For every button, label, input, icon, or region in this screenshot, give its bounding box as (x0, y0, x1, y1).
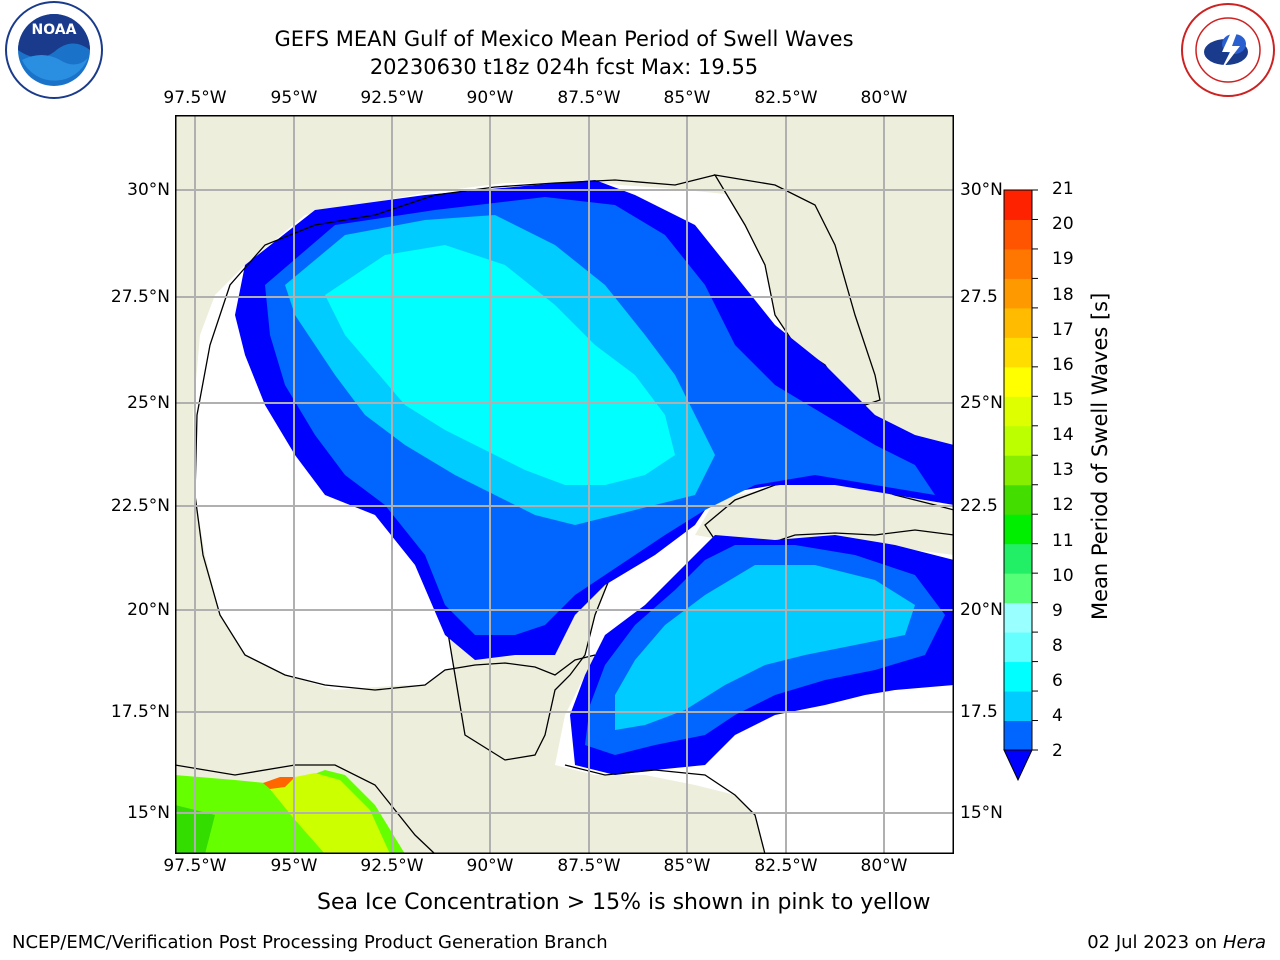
colorbar-swatch (1004, 543, 1032, 574)
colorbar-level-label: 9 (1052, 601, 1063, 621)
lon-tick-top: 95°W (270, 88, 318, 108)
chart-subtitle: 20230630 t18z 024h fcst Max: 19.55 (369, 55, 759, 79)
lon-tick-bottom: 82.5°W (754, 856, 818, 876)
colorbar-swatch (1004, 573, 1032, 604)
colorbar-swatch (1004, 484, 1032, 515)
lat-tick-left: 20°N (127, 600, 170, 620)
footer-date: 02 Jul 2023 on Hera (1087, 932, 1266, 953)
lon-tick-bottom: 90°W (466, 856, 514, 876)
footer-org: NCEP/EMC/Verification Post Processing Pr… (12, 932, 608, 953)
colorbar-swatch (1004, 602, 1032, 633)
lat-tick-left: 25°N (127, 393, 170, 413)
colorbar-level-label: 17 (1052, 320, 1074, 340)
noaa-logo-text: NOAA (32, 22, 77, 38)
lat-tick-left: 17.5°N (110, 702, 170, 722)
colorbar-level-label: 13 (1052, 460, 1074, 480)
colorbar-swatch (1004, 366, 1032, 397)
colorbar-level-label: 18 (1052, 285, 1074, 305)
lat-tick-right: 27.5 (960, 287, 998, 307)
lon-tick-top: 90°W (466, 88, 514, 108)
lon-tick-bottom: 85°W (663, 856, 711, 876)
pacific-swell-orange (263, 777, 295, 789)
map-frame (175, 115, 954, 854)
colorbar-swatch (1004, 632, 1032, 663)
chart-title: GEFS MEAN Gulf of Mexico Mean Period of … (274, 27, 854, 51)
sea-ice-caption: Sea Ice Concentration > 15% is shown in … (317, 890, 931, 915)
colorbar (1000, 185, 1040, 785)
nws-logo (1176, 0, 1280, 100)
lon-tick-bottom: 97.5°W (163, 856, 227, 876)
lat-tick-right: 20°N (960, 600, 1003, 620)
lon-tick-top: 82.5°W (754, 88, 818, 108)
colorbar-level-label: 8 (1052, 636, 1063, 656)
colorbar-svg (1003, 189, 1038, 782)
colorbar-swatch (1004, 691, 1032, 722)
colorbar-level-label: 10 (1052, 566, 1074, 586)
colorbar-level-label: 20 (1052, 214, 1074, 234)
swell-field-lightcyan (325, 245, 675, 485)
colorbar-level-label: 15 (1052, 390, 1074, 410)
lon-tick-bottom: 95°W (270, 856, 318, 876)
map-svg (174, 115, 955, 855)
colorbar-level-label: 4 (1052, 706, 1063, 726)
colorbar-title: Mean Period of Swell Waves [s] (1088, 292, 1112, 620)
colorbar-swatch (1004, 278, 1032, 309)
colorbar-swatch (1004, 396, 1032, 427)
colorbar-swatch (1004, 425, 1032, 456)
colorbar-swatch (1004, 661, 1032, 692)
lat-tick-right: 17.5 (960, 702, 998, 722)
noaa-logo: NOAA (2, 0, 106, 100)
lat-tick-left: 22.5°N (110, 496, 170, 516)
colorbar-swatch (1004, 720, 1032, 751)
colorbar-level-label: 2 (1052, 741, 1063, 761)
honduras-coastline (564, 764, 766, 855)
lon-tick-bottom: 87.5°W (557, 856, 621, 876)
colorbar-level-label: 16 (1052, 355, 1074, 375)
lon-tick-top: 97.5°W (163, 88, 227, 108)
colorbar-level-label: 6 (1052, 671, 1063, 691)
colorbar-swatch (1004, 514, 1032, 545)
lat-tick-left: 27.5°N (110, 287, 170, 307)
map-panel (174, 115, 955, 855)
colorbar-level-label: 14 (1052, 425, 1074, 445)
colorbar-swatch (1004, 455, 1032, 486)
lat-tick-left: 15°N (127, 803, 170, 823)
lon-tick-top: 85°W (663, 88, 711, 108)
central-america-coastline (174, 764, 436, 855)
lat-tick-right: 15°N (960, 803, 1003, 823)
lat-tick-right: 30°N (960, 180, 1003, 200)
colorbar-level-label: 11 (1052, 531, 1074, 551)
colorbar-swatch (1004, 307, 1032, 338)
footer-date-text: 02 Jul 2023 on (1087, 932, 1218, 953)
lat-tick-right: 25°N (960, 393, 1003, 413)
colorbar-under-arrow (1003, 749, 1033, 782)
lon-tick-top: 92.5°W (360, 88, 424, 108)
colorbar-level-label: 21 (1052, 179, 1074, 199)
colorbar-frame (1003, 189, 1033, 751)
colorbar-swatch (1004, 337, 1032, 368)
colorbar-swatch (1004, 219, 1032, 250)
lat-tick-right: 22.5 (960, 496, 998, 516)
footer-host: Hera (1222, 932, 1266, 953)
lon-tick-bottom: 80°W (860, 856, 908, 876)
carib-swell-cyan (615, 565, 915, 730)
lat-tick-left: 30°N (127, 180, 170, 200)
colorbar-level-label: 12 (1052, 495, 1074, 515)
colorbar-swatch (1004, 248, 1032, 279)
colorbar-swatch (1004, 190, 1032, 220)
lon-tick-bottom: 92.5°W (360, 856, 424, 876)
gridlines (175, 115, 954, 854)
lon-tick-top: 80°W (860, 88, 908, 108)
colorbar-level-label: 19 (1052, 249, 1074, 269)
lon-tick-top: 87.5°W (557, 88, 621, 108)
